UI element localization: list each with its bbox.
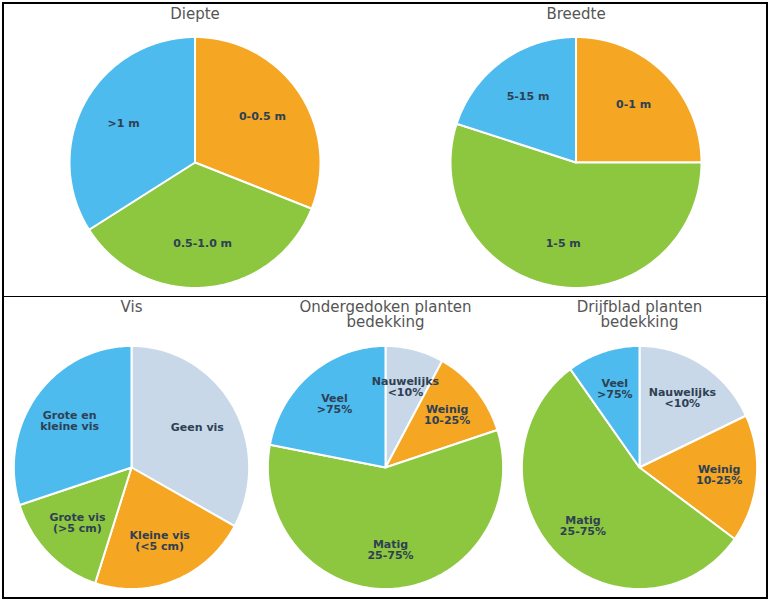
svg-text:Weinig10-25%: Weinig10-25%: [696, 463, 742, 487]
svg-text:Breedte: Breedte: [546, 5, 605, 23]
svg-text:1-5 m: 1-5 m: [546, 237, 581, 250]
svg-text:Matig25-75%: Matig25-75%: [560, 514, 606, 538]
svg-text:Grote vis(>5 cm): Grote vis(>5 cm): [49, 511, 106, 535]
svg-text:0.5-1.0 m: 0.5-1.0 m: [173, 237, 232, 250]
svg-text:Nauwelijks<10%: Nauwelijks<10%: [649, 386, 717, 410]
svg-text:Veel>75%: Veel>75%: [317, 392, 353, 416]
svg-text:Kleine vis(<5 cm): Kleine vis(<5 cm): [130, 529, 191, 553]
svg-text:Grote enkleine vis: Grote enkleine vis: [40, 409, 99, 433]
svg-text:0-1 m: 0-1 m: [616, 98, 651, 111]
svg-text:Matig25-75%: Matig25-75%: [367, 538, 413, 562]
svg-text:Ondergedoken plantenbedekking: Ondergedoken plantenbedekking: [299, 298, 471, 331]
svg-text:Weinig10-25%: Weinig10-25%: [424, 403, 470, 427]
svg-text:Drijfblad plantenbedekking: Drijfblad plantenbedekking: [577, 298, 703, 331]
svg-text:Nauwelijks<10%: Nauwelijks<10%: [372, 375, 440, 399]
svg-text:Vis: Vis: [121, 298, 143, 316]
svg-text:Diepte: Diepte: [170, 5, 220, 23]
svg-text:>1 m: >1 m: [107, 117, 139, 130]
svg-text:Geen vis: Geen vis: [171, 421, 225, 434]
svg-text:0-0.5 m: 0-0.5 m: [239, 110, 286, 123]
svg-text:5-15 m: 5-15 m: [507, 90, 550, 103]
svg-text:Veel>75%: Veel>75%: [597, 377, 633, 401]
